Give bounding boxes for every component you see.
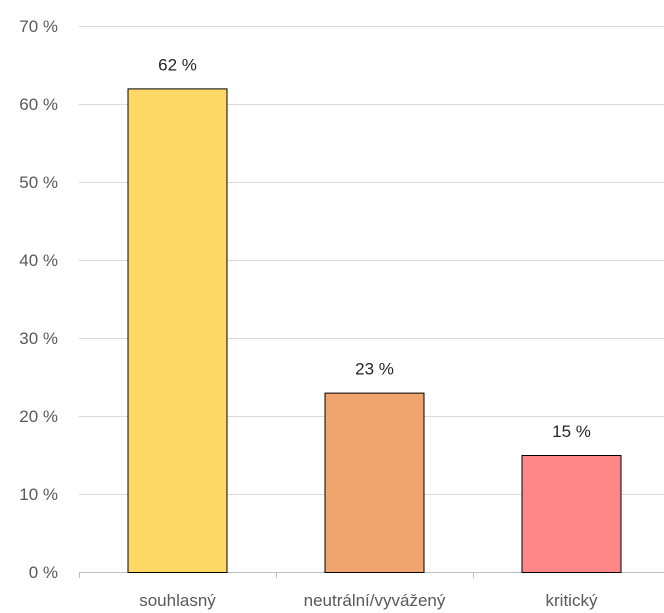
y-tick-label: 10 % [19, 485, 58, 504]
data-label-2: 23 % [355, 360, 394, 379]
data-labels: 62 % 23 % 15 % [158, 55, 591, 441]
bar-1 [127, 88, 228, 574]
y-tick-label: 20 % [19, 407, 58, 426]
data-label-3: 15 % [552, 422, 591, 441]
x-axis-category-labels: souhlasný neutrální/vyvážený kritický [139, 591, 598, 610]
y-tick-label: 70 % [19, 17, 58, 36]
bar-2 [324, 392, 425, 573]
bar-3 [521, 455, 622, 573]
bars [127, 88, 622, 574]
y-tick-label: 0 % [29, 563, 58, 582]
y-axis-tick-labels: 0 % 10 % 20 % 30 % 40 % 50 % 60 % 70 % [19, 17, 58, 582]
y-tick-label: 30 % [19, 329, 58, 348]
category-label-2: neutrální/vyvážený [304, 591, 446, 610]
y-tick-label: 60 % [19, 95, 58, 114]
category-label-3: kritický [546, 591, 598, 610]
y-tick-label: 50 % [19, 173, 58, 192]
y-tick-label: 40 % [19, 251, 58, 270]
data-label-1: 62 % [158, 55, 197, 74]
category-label-1: souhlasný [139, 591, 216, 610]
